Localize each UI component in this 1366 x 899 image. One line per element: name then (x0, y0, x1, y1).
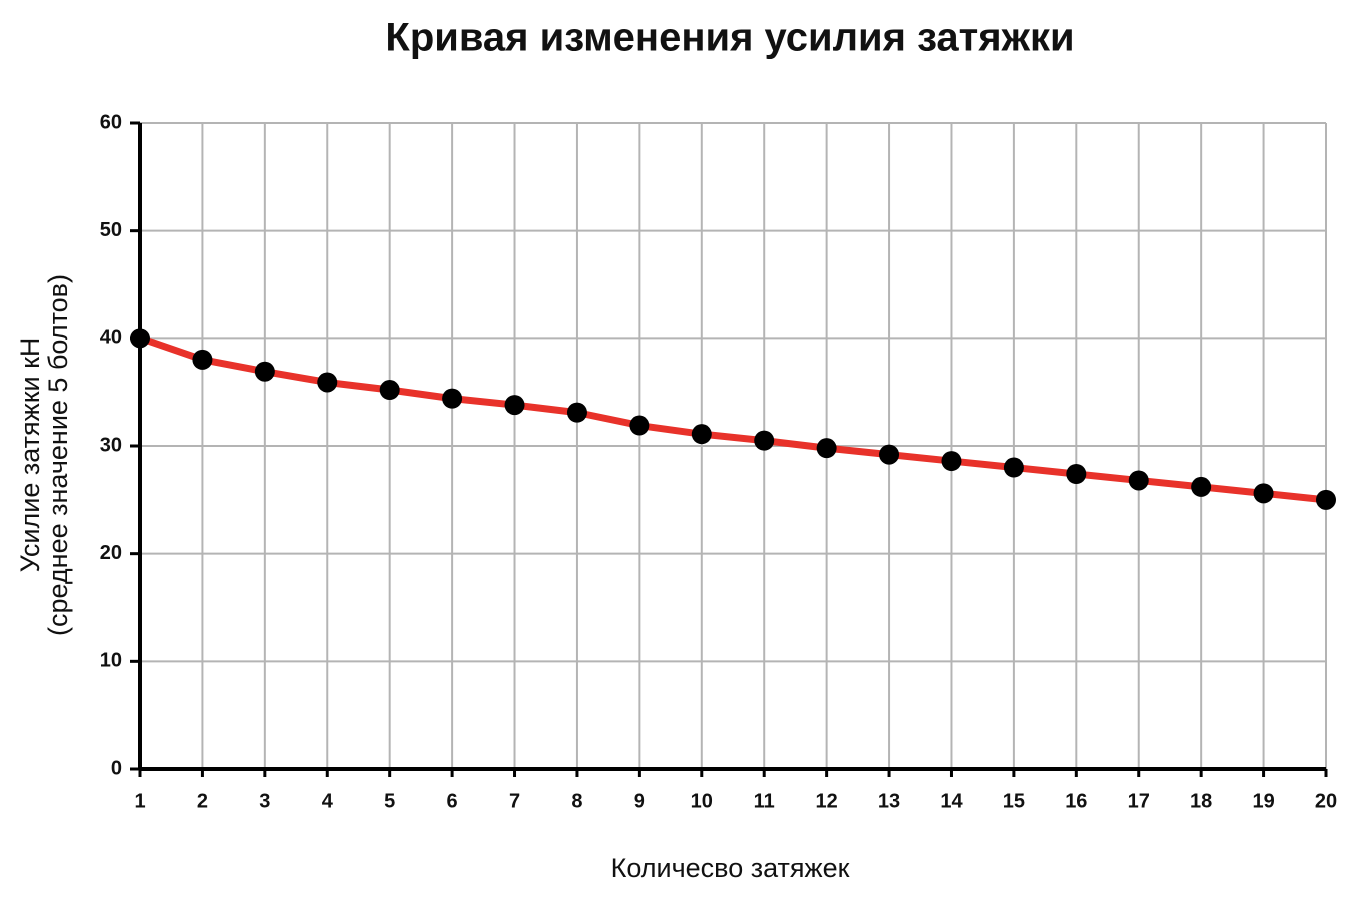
y-tick-label: 50 (100, 219, 122, 241)
x-tick-label: 13 (878, 790, 900, 812)
x-tick-label: 8 (571, 790, 582, 812)
data-point (442, 388, 463, 409)
x-tick-label: 9 (634, 790, 645, 812)
x-tick-label: 4 (322, 790, 334, 812)
data-point (317, 372, 338, 393)
data-point (941, 451, 962, 472)
data-point (254, 361, 275, 382)
data-point (192, 349, 213, 370)
x-tick-label: 10 (691, 790, 713, 812)
y-tick-label: 30 (100, 434, 122, 456)
data-point (504, 395, 525, 416)
x-tick-label: 15 (1003, 790, 1025, 812)
data-point (1253, 483, 1274, 504)
data-point (566, 402, 587, 423)
data-point (1128, 470, 1149, 491)
x-tick-label: 16 (1065, 790, 1087, 812)
data-point (1191, 476, 1212, 497)
y-tick-label: 60 (100, 111, 122, 133)
x-tick-label: 11 (754, 790, 775, 812)
x-tick-label: 1 (134, 790, 145, 812)
data-point (691, 424, 712, 445)
data-point (1066, 463, 1087, 484)
x-tick-label: 5 (384, 790, 395, 812)
data-point (379, 380, 400, 401)
data-point (816, 438, 837, 459)
x-tick-label: 19 (1252, 790, 1274, 812)
x-tick-label: 3 (259, 790, 270, 812)
x-tick-label: 17 (1128, 790, 1150, 812)
data-line (138, 335, 1327, 504)
x-tick-label: 14 (940, 790, 963, 812)
data-point (130, 328, 150, 349)
y-tick-label: 20 (100, 542, 122, 564)
y-tick-label: 0 (111, 757, 122, 779)
x-tick-label: 2 (197, 790, 208, 812)
data-point (629, 415, 650, 436)
y-axis-label: Усилие затяжки кН (среднее значение 5 бо… (15, 274, 73, 636)
data-point (879, 444, 900, 465)
x-tick-label: 7 (509, 790, 520, 812)
chart-title: Кривая изменения усилия затяжки (385, 16, 1074, 60)
x-tick-label: 6 (447, 790, 458, 812)
data-point (1316, 489, 1336, 510)
x-tick-label: 18 (1190, 790, 1212, 812)
y-tick-label: 40 (100, 327, 122, 349)
y-axis-label-line: (среднее значение 5 болтов) (43, 274, 73, 636)
x-tick-label: 12 (816, 790, 838, 812)
data-point (754, 430, 775, 451)
x-axis-label: Количесво затяжек (611, 853, 850, 883)
y-axis-label-line: Усилие затяжки кН (15, 338, 45, 573)
y-tick-label: 10 (100, 650, 122, 672)
data-point (1003, 457, 1024, 478)
x-tick-label: 20 (1315, 790, 1337, 812)
